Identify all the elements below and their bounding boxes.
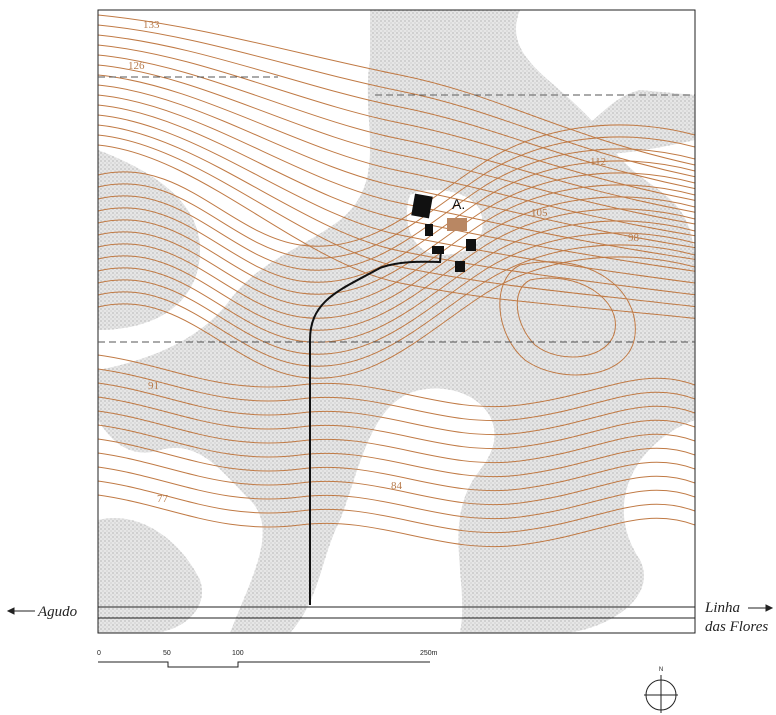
- contour-label: 84: [391, 480, 403, 492]
- west-arrow: [8, 608, 35, 614]
- site-label: A.: [452, 196, 465, 212]
- contour-label: 133: [143, 19, 160, 31]
- site-map: A. 133 126 112 105 98 91 84 77 Agudo Lin…: [0, 0, 776, 715]
- contour-label: 77: [157, 493, 169, 505]
- scale-label: 100: [232, 650, 244, 657]
- contour-label: 105: [531, 207, 548, 219]
- scale-label: 250m: [420, 650, 438, 657]
- scale-label: 50: [163, 650, 171, 657]
- west-destination: Agudo: [37, 604, 78, 620]
- north-arrow: [644, 675, 678, 713]
- contour-label: 98: [628, 232, 640, 244]
- east-destination: Linha: [704, 600, 740, 616]
- scale-label: 0: [97, 650, 101, 657]
- east-destination: das Flores: [705, 619, 768, 635]
- north-label: N: [659, 667, 663, 673]
- contour-label: 112: [590, 156, 606, 168]
- scale-bar: [98, 662, 430, 667]
- contour-label: 91: [148, 380, 159, 392]
- contour-label: 126: [128, 60, 145, 72]
- east-arrow: [748, 605, 772, 611]
